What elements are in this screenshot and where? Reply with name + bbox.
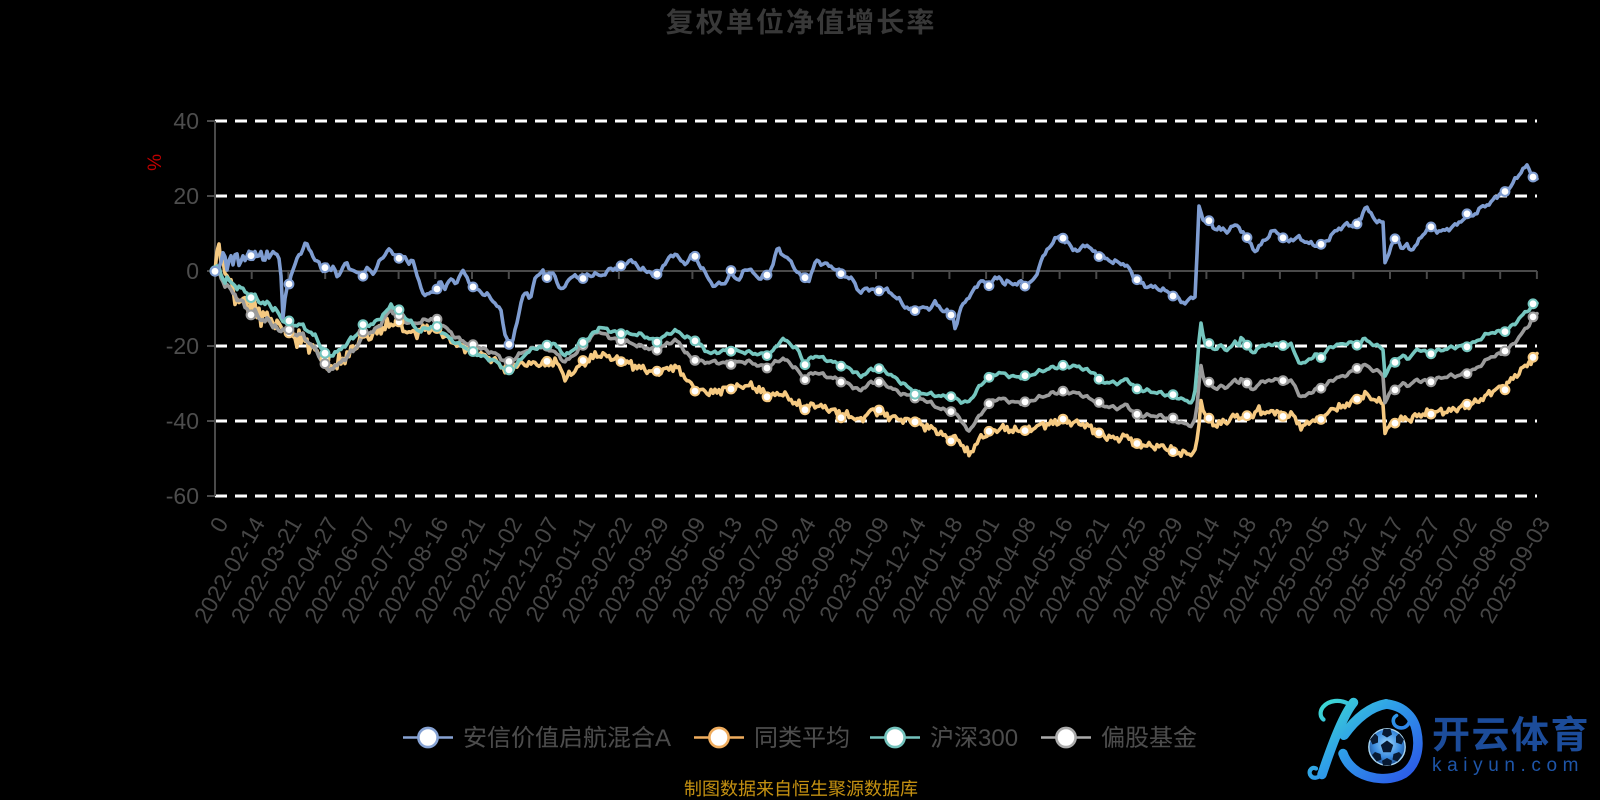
svg-text:%: % — [143, 154, 164, 171]
svg-text:0: 0 — [204, 513, 233, 537]
svg-text:-60: -60 — [166, 483, 199, 509]
svg-text:20: 20 — [173, 183, 199, 209]
svg-text:40: 40 — [173, 108, 199, 134]
svg-text:300: 300 — [978, 725, 1018, 752]
svg-text:A: A — [655, 725, 671, 752]
svg-text:kaiyun.com: kaiyun.com — [1432, 755, 1584, 776]
svg-text:-20: -20 — [166, 333, 199, 359]
svg-text:0: 0 — [186, 258, 199, 284]
svg-text:-40: -40 — [166, 408, 199, 434]
